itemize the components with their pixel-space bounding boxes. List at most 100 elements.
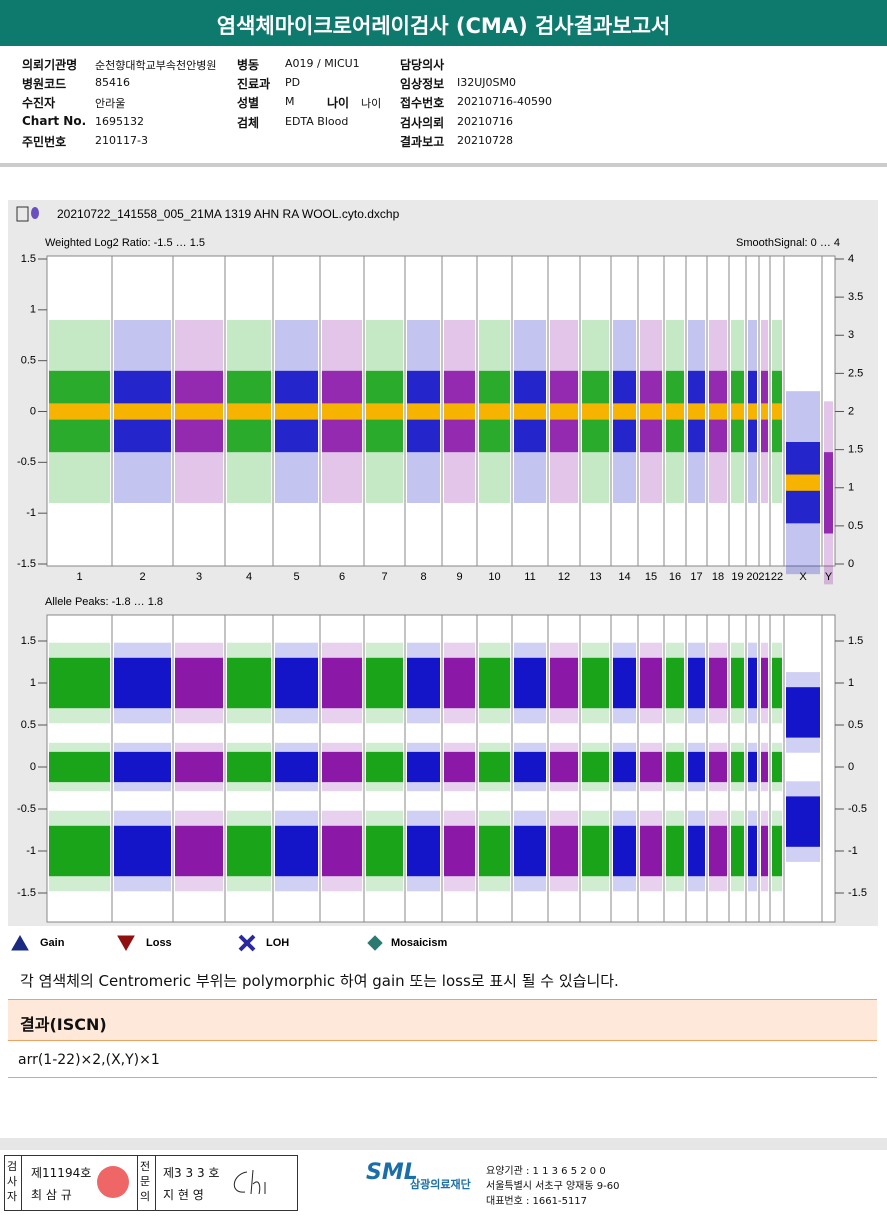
chromosome-label: 7: [381, 571, 387, 583]
allele-band: [514, 657, 546, 709]
allele-band: [114, 825, 171, 877]
allele-band: [322, 825, 362, 877]
result-title: 결과(ISCN): [20, 1015, 107, 1034]
y2-tick-label: 3.5: [848, 291, 863, 303]
allele-band: [786, 687, 820, 738]
y2-tick-label: 1: [848, 677, 854, 689]
info-label: 성별: [237, 96, 260, 110]
address-line: 서울특별시 서초구 양재동 9-60: [486, 1181, 620, 1192]
divider: [8, 1077, 877, 1078]
info-value: 순천향대학교부속천안병원: [95, 59, 217, 72]
examiner-no: 제11194호: [31, 1166, 92, 1180]
chromosome-label: 18: [712, 571, 724, 583]
legend-label: LOH: [266, 937, 289, 949]
y-tick-label: 0: [30, 761, 36, 773]
info-value: 20210716: [457, 115, 513, 128]
allele-band: [761, 825, 768, 877]
allele-band: [275, 657, 318, 709]
info-value: PD: [285, 76, 301, 89]
y-tick-label: 1.5: [21, 253, 36, 265]
allele-band: [640, 751, 662, 783]
specialist-name: 지 현 영: [163, 1188, 204, 1202]
chromosome-label: 16: [669, 571, 681, 583]
allele-band: [322, 657, 362, 709]
y-tick-label: 1: [30, 677, 36, 689]
allele-band: [175, 825, 223, 877]
y-tick-label: -0.5: [17, 456, 36, 468]
allele-band: [761, 657, 768, 709]
ratio-cloud: [824, 452, 833, 534]
smooth-signal: [444, 403, 475, 420]
info-value: 20210716-40590: [457, 95, 552, 108]
allele-band: [114, 751, 171, 783]
chromosome-label: 12: [558, 571, 570, 583]
chromosome-label: 6: [339, 571, 345, 583]
y-tick-label: 0.5: [21, 355, 36, 367]
panel-title: SmoothSignal: 0 … 4: [736, 237, 840, 249]
smooth-signal: [114, 403, 171, 420]
allele-band: [761, 751, 768, 783]
smooth-signal: [640, 403, 662, 420]
info-value: EDTA Blood: [285, 115, 349, 128]
smooth-signal: [688, 403, 705, 420]
allele-band: [582, 657, 609, 709]
allele-band: [49, 751, 110, 783]
legend-symbol: [238, 934, 256, 952]
info-value: 20210728: [457, 134, 513, 147]
allele-band: [772, 825, 782, 877]
panel-title: Weighted Log2 Ratio: -1.5 … 1.5: [45, 237, 205, 249]
sep: [155, 1156, 156, 1210]
chromosome-label: 21: [758, 571, 770, 583]
allele-band: [748, 657, 757, 709]
smooth-signal: [666, 403, 684, 420]
y2-tick-label: 4: [848, 253, 854, 265]
allele-band: [613, 657, 636, 709]
allele-band: [582, 751, 609, 783]
info-label: 결과보고: [400, 135, 445, 149]
address-line: 요양기관 : 1 1 3 6 5 2 0 0: [486, 1166, 606, 1177]
y2-tick-label: 2: [848, 405, 854, 417]
smooth-signal: [514, 403, 546, 420]
allele-band: [731, 825, 744, 877]
allele-band: [49, 657, 110, 709]
allele-band: [514, 825, 546, 877]
allele-band: [786, 796, 820, 847]
smooth-signal: [709, 403, 727, 420]
allele-band: [366, 825, 403, 877]
chromosome-label: 1: [76, 571, 82, 583]
org-name: 삼광의료재단: [410, 1178, 471, 1191]
examiner-label: 검사자: [7, 1160, 18, 1203]
allele-band: [709, 825, 727, 877]
allele-band: [731, 657, 744, 709]
allele-band: [114, 657, 171, 709]
allele-band: [227, 751, 271, 783]
allele-band: [175, 751, 223, 783]
allele-band: [613, 825, 636, 877]
allele-band: [731, 751, 744, 783]
allele-band: [227, 825, 271, 877]
chromosome-label: 5: [293, 571, 299, 583]
chromosome-label: 14: [618, 571, 630, 583]
allele-band: [748, 825, 757, 877]
chromosome-label: 4: [246, 571, 252, 583]
allele-band: [688, 657, 705, 709]
chromosome-label: 9: [456, 571, 462, 583]
allele-band: [479, 657, 510, 709]
seal: [97, 1166, 129, 1198]
y2-tick-label: 1.5: [848, 635, 863, 647]
allele-band: [582, 825, 609, 877]
specialist-label: 전문의: [140, 1160, 151, 1203]
y2-tick-label: -1: [848, 845, 858, 857]
allele-band: [688, 751, 705, 783]
note: 각 염색체의 Centromeric 부위는 polymorphic 하여 ga…: [20, 972, 619, 990]
y-tick-label: 1.5: [21, 635, 36, 647]
allele-band: [666, 751, 684, 783]
y-tick-label: -0.5: [17, 803, 36, 815]
y2-tick-label: -0.5: [848, 803, 867, 815]
panel-title: Allele Peaks: -1.8 … 1.8: [45, 596, 163, 608]
y-tick-label: -1.5: [17, 558, 36, 570]
smooth-signal: [479, 403, 510, 420]
chromosome-label: X: [799, 571, 807, 583]
chromosome-label: 13: [589, 571, 601, 583]
y2-tick-label: 0: [848, 558, 854, 570]
